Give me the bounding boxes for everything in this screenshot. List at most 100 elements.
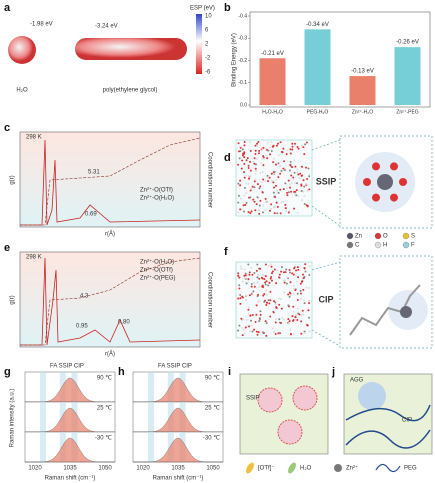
y-tick-label: -0.4 — [238, 13, 247, 19]
atom — [243, 186, 246, 189]
temperature-label: 25 ℃ — [97, 406, 112, 412]
atom — [308, 302, 311, 305]
atom — [265, 200, 268, 203]
atom — [289, 148, 292, 151]
atom — [301, 309, 304, 312]
atom — [274, 321, 277, 324]
atom — [258, 318, 261, 321]
atom — [283, 281, 286, 284]
temperature-label: -30 ℃ — [203, 436, 220, 442]
atom — [300, 280, 303, 283]
atom — [261, 157, 264, 160]
atom — [288, 320, 291, 323]
atom — [294, 165, 297, 168]
atom — [245, 282, 248, 285]
atom — [270, 150, 273, 153]
atom — [239, 265, 242, 268]
atom — [272, 172, 275, 175]
atom — [307, 309, 310, 312]
colorbar — [196, 14, 202, 74]
panel-label: i — [228, 366, 231, 378]
atom — [291, 272, 294, 275]
atom — [304, 263, 307, 266]
atom — [294, 274, 297, 277]
atom — [251, 330, 254, 333]
atom — [238, 287, 241, 290]
atom — [249, 314, 252, 317]
atom — [267, 299, 270, 302]
cn-curve — [20, 257, 201, 346]
atom — [285, 282, 288, 285]
atom — [240, 317, 243, 320]
atom — [264, 275, 267, 278]
legend-entry: Zn²⁺-O(OTf) — [140, 187, 173, 194]
atom — [253, 186, 256, 189]
x-tick-label: PEG-H₂O — [307, 109, 329, 115]
atom — [295, 194, 298, 197]
atom — [308, 330, 311, 333]
atom — [264, 281, 267, 284]
colorbar-tick: -6 — [205, 70, 211, 76]
atom — [280, 201, 283, 204]
atom — [264, 263, 267, 266]
atom — [282, 200, 285, 203]
temperature-label: -30 ℃ — [95, 436, 112, 442]
atom — [250, 210, 253, 213]
atom — [296, 318, 299, 321]
atom — [259, 267, 262, 270]
atom — [294, 316, 297, 319]
atom — [283, 291, 286, 294]
atom — [269, 315, 272, 318]
atom — [258, 286, 261, 289]
atom — [298, 313, 301, 316]
atom — [259, 171, 262, 174]
atom — [291, 319, 294, 322]
atom — [266, 157, 269, 160]
atom — [293, 142, 296, 145]
x-axis-label: Raman shift (cm⁻¹) — [153, 476, 204, 482]
atom — [261, 277, 264, 280]
atom — [238, 284, 241, 287]
atom — [266, 293, 269, 296]
atom — [292, 305, 295, 308]
atom — [287, 211, 290, 214]
atom — [305, 182, 308, 185]
legend-icon — [375, 463, 401, 473]
x-axis-label: r(Å) — [105, 231, 115, 238]
atom — [272, 181, 275, 184]
panel-label: c — [4, 122, 10, 134]
bar — [259, 58, 286, 105]
atom — [301, 199, 304, 202]
ssip-cluster — [292, 385, 318, 411]
atom — [273, 186, 276, 189]
structure-tag: CIP — [318, 294, 333, 304]
bar — [304, 29, 331, 106]
raman-peak — [133, 437, 223, 463]
atom — [279, 141, 282, 144]
atom — [295, 189, 298, 192]
panel-label: d — [224, 152, 231, 164]
atom — [259, 310, 262, 313]
atom — [293, 287, 296, 290]
x-tick-label: 1020 — [136, 466, 150, 472]
atom — [299, 289, 302, 292]
atom — [280, 150, 283, 153]
schematic-label: AGG — [350, 378, 364, 384]
atom — [247, 306, 250, 309]
y-axis-label: Raman intensity (a.u.) — [10, 389, 16, 448]
atom — [289, 294, 292, 297]
atom — [267, 180, 270, 183]
atom-icon — [402, 232, 410, 240]
band-highlight — [40, 432, 46, 462]
raman-peak — [25, 437, 115, 463]
atom — [254, 149, 257, 152]
atom — [266, 141, 269, 144]
atom — [244, 272, 247, 275]
atom — [283, 160, 286, 163]
atom — [307, 286, 310, 289]
atom — [267, 264, 270, 267]
atom — [257, 141, 260, 144]
atom — [256, 183, 259, 186]
atom — [296, 145, 299, 148]
atom — [300, 189, 303, 192]
